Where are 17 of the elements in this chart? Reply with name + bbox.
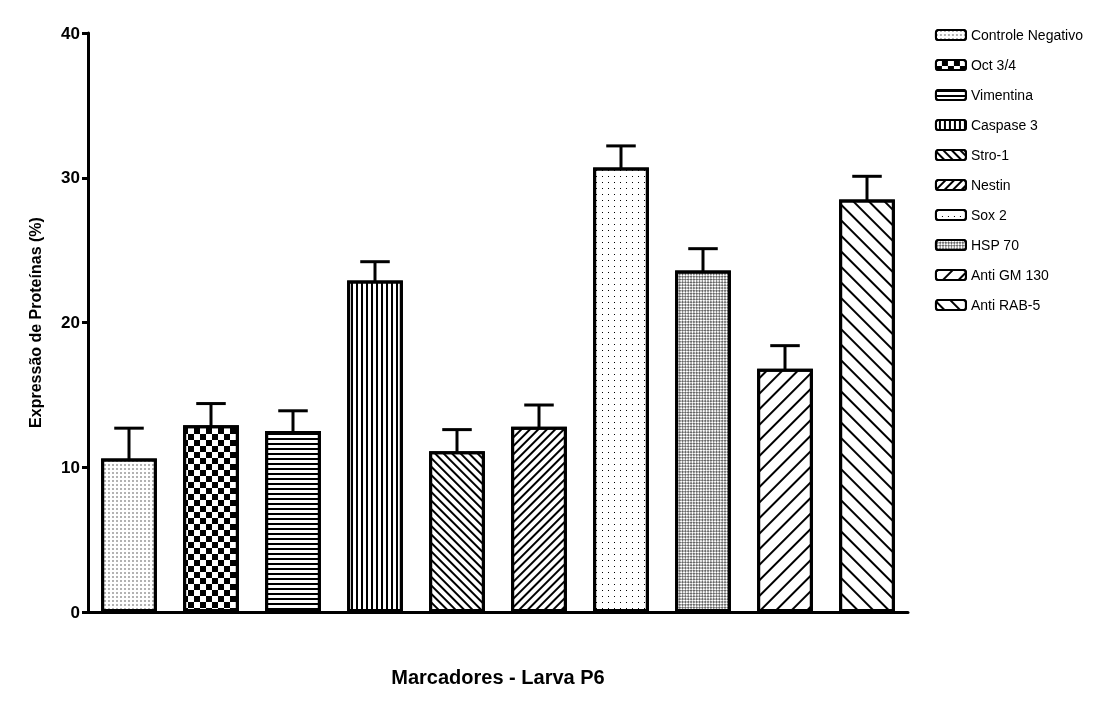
y-tick-label: 40	[61, 23, 80, 43]
legend-label: Controle Negativo	[970, 27, 1084, 43]
y-axis-title: Expressão de Proteínas (%)	[26, 217, 44, 428]
legend-label: Caspase 3	[970, 117, 1039, 133]
legend-label: Vimentina	[970, 87, 1034, 103]
legend-label: HSP 70	[970, 237, 1020, 253]
y-tick-label: 20	[61, 313, 80, 332]
legend-label: Anti RAB-5	[970, 297, 1041, 313]
y-tick-label: 30	[61, 168, 80, 188]
legend-label: Stro-1	[970, 147, 1010, 163]
legend-label: Sox 2	[970, 207, 1007, 223]
x-axis-title: Marcadores - Larva P6	[391, 666, 605, 688]
legend-label: Oct 3/4	[970, 57, 1017, 73]
y-tick-label: 10	[61, 457, 80, 477]
y-tick-label: 0	[70, 602, 80, 622]
legend-label: Anti GM 130	[970, 267, 1049, 283]
legend-label: Nestin	[970, 177, 1011, 193]
